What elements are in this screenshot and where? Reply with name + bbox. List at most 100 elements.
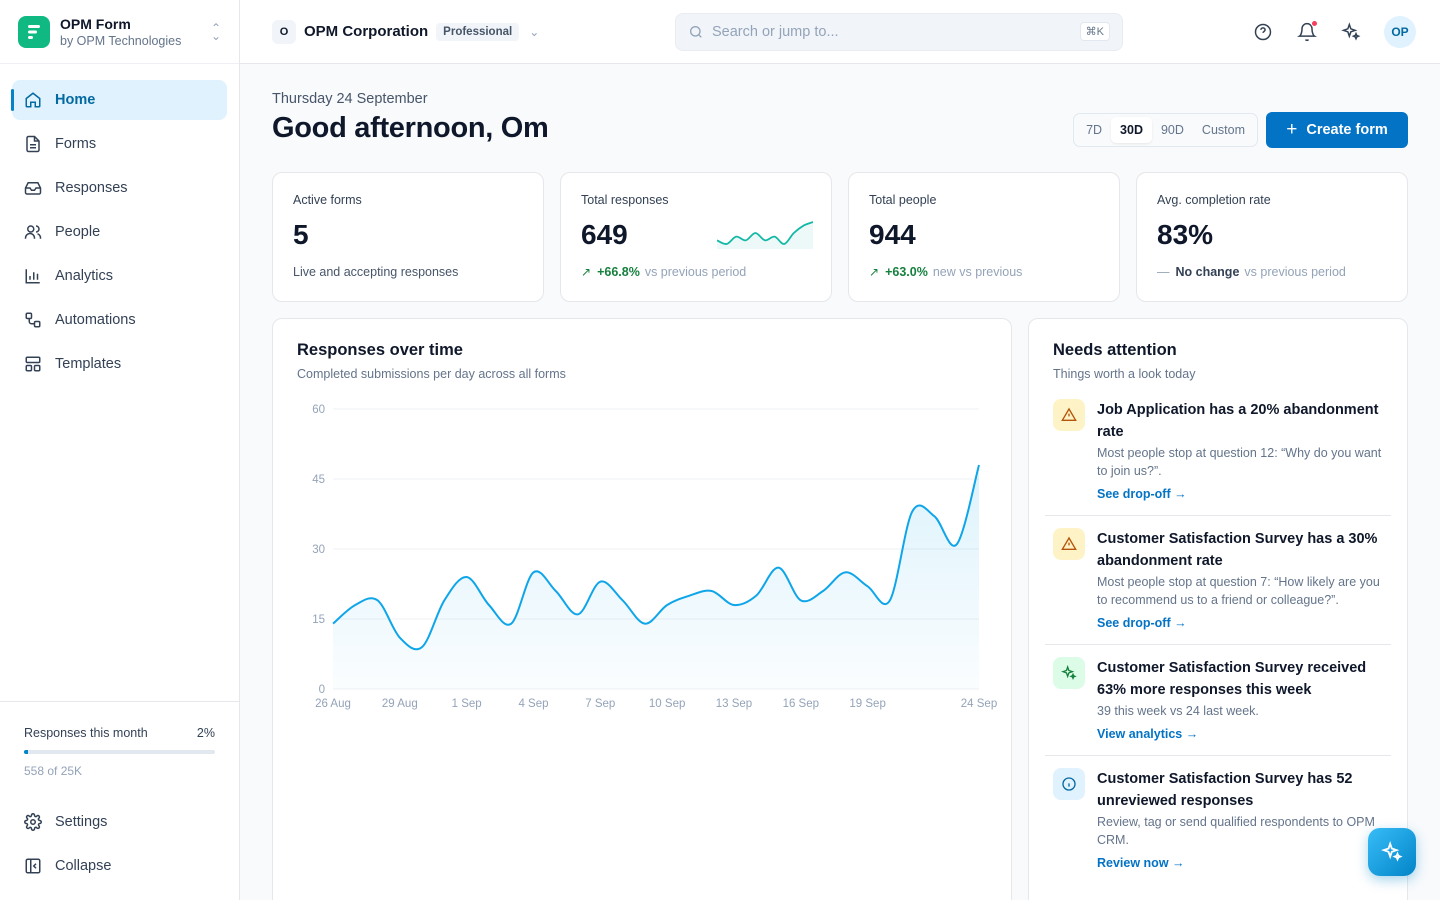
- attention-title: Customer Satisfaction Survey received 63…: [1097, 660, 1367, 698]
- view-analytics-link[interactable]: View analytics →: [1097, 727, 1199, 741]
- help-button[interactable]: [1252, 21, 1274, 43]
- warning-icon: [1053, 528, 1085, 560]
- sparkle-icon: [1341, 21, 1361, 41]
- needs-attention-card: Needs attention Things worth a look toda…: [1028, 318, 1408, 900]
- create-form-label: Create form: [1306, 122, 1388, 138]
- nav-label: Settings: [55, 814, 108, 830]
- nav-item-automations[interactable]: Automations: [12, 300, 227, 340]
- stat-subtext: vs previous period: [644, 265, 747, 279]
- nav-label: Responses: [55, 180, 128, 196]
- x-tick-label: 1 Sep: [452, 698, 482, 710]
- attention-list: Job Application has a 20% abandonment ra…: [1045, 399, 1391, 896]
- nav-label: Automations: [55, 312, 136, 328]
- sparkline-line: [717, 221, 813, 245]
- card-subtitle: Things worth a look today: [1053, 367, 1196, 381]
- stat-label: Active forms: [293, 193, 362, 207]
- nav-item-forms[interactable]: Forms: [12, 124, 227, 164]
- usage-meter: Responses this month 2% 558 of 25K: [12, 726, 227, 778]
- range-30d-button[interactable]: 30D: [1111, 117, 1152, 143]
- responses-line-chart[interactable]: 0 15 30 45 60 26 Aug 29 Aug 1 Sep 4 Sep 7 Sep 10 S…: [273, 319, 1013, 900]
- stat-label: Total people: [869, 193, 937, 207]
- attention-description: Review, tag or send qualified respondent…: [1097, 815, 1375, 847]
- stat-subtext: vs previous period: [1244, 265, 1346, 279]
- org-switcher[interactable]: O OPM Corporation Professional ⌄: [272, 19, 540, 44]
- nav-item-analytics[interactable]: Analytics: [12, 256, 227, 296]
- attention-title: Customer Satisfaction Survey has a 30% a…: [1097, 531, 1378, 569]
- stat-card-completion-rate[interactable]: Avg. completion rate 83% — No change vs …: [1136, 172, 1408, 302]
- nav-item-collapse[interactable]: Collapse: [12, 846, 227, 886]
- date-range-selector: 7D 30D 90D Custom: [1073, 113, 1258, 147]
- nav-item-responses[interactable]: Responses: [12, 168, 227, 208]
- warning-icon: [1053, 399, 1085, 431]
- x-tick-label: 7 Sep: [585, 698, 615, 710]
- search-bar[interactable]: ⌘K: [675, 12, 1123, 51]
- y-tick-label: 15: [312, 614, 325, 626]
- stat-card-total-responses[interactable]: Total responses 649 ↗ +66.8% vs previous…: [560, 172, 832, 302]
- stat-label: Avg. completion rate: [1157, 193, 1271, 207]
- nav-label: Home: [55, 92, 96, 108]
- info-icon: [1053, 768, 1085, 800]
- sidebar: OPM Form by OPM Technologies ⌃ ⌄ Home For…: [0, 0, 240, 900]
- x-tick-label: 10 Sep: [649, 698, 685, 710]
- user-avatar[interactable]: OP: [1384, 15, 1416, 48]
- stat-subtext: Live and accepting responses: [293, 265, 459, 279]
- attention-description: Most people stop at question 7: “How lik…: [1097, 575, 1380, 607]
- sidebar-collapse-icon: [25, 858, 41, 874]
- review-now-link[interactable]: Review now →: [1097, 856, 1185, 870]
- workspace-switcher[interactable]: OPM Form by OPM Technologies ⌃ ⌄: [0, 0, 239, 64]
- y-tick-label: 45: [312, 474, 325, 486]
- x-tick-label: 13 Sep: [716, 698, 752, 710]
- ai-assistant-button[interactable]: [1340, 21, 1362, 43]
- notifications-button[interactable]: [1296, 19, 1318, 43]
- sparkline-chart: [717, 221, 813, 249]
- see-drop-off-link[interactable]: See drop-off →: [1097, 487, 1187, 501]
- nav-item-templates[interactable]: Templates: [12, 344, 227, 384]
- sidebar-footer: Responses this month 2% 558 of 25K Setti…: [0, 701, 239, 900]
- usage-percent: 2%: [196, 726, 215, 740]
- org-name: OPM Corporation: [304, 23, 429, 40]
- stat-value: 83%: [1157, 219, 1214, 250]
- layout-icon: [25, 356, 41, 372]
- range-7d-button[interactable]: 7D: [1086, 123, 1103, 137]
- sparkline-area: [717, 222, 813, 249]
- nav-label: Templates: [55, 356, 122, 372]
- create-form-button[interactable]: + Create form: [1266, 112, 1408, 148]
- gear-icon: [24, 813, 42, 831]
- usage-progress-fill: [24, 750, 29, 754]
- main-content: Thursday 24 September Good afternoon, Om…: [240, 64, 1440, 900]
- nav-label: Forms: [55, 136, 97, 152]
- nav-item-settings[interactable]: Settings: [12, 802, 227, 842]
- notification-dot: [1311, 19, 1318, 27]
- topbar: O OPM Corporation Professional ⌄ ⌘K OP: [240, 0, 1440, 64]
- search-input[interactable]: [712, 23, 1080, 40]
- range-custom-button[interactable]: Custom: [1201, 123, 1245, 137]
- search-icon: [690, 25, 702, 38]
- page-title: Good afternoon, Om: [272, 112, 549, 144]
- stat-card-active-forms[interactable]: Active forms 5 Live and accepting respon…: [272, 172, 544, 302]
- see-drop-off-link[interactable]: See drop-off →: [1097, 616, 1187, 630]
- card-title: Responses over time: [297, 341, 463, 359]
- workflow-icon: [25, 312, 41, 328]
- stat-card-total-people[interactable]: Total people 944 ↗ +63.0% new vs previou…: [848, 172, 1120, 302]
- x-tick-label: 24 Sep: [961, 698, 997, 710]
- attention-description: Most people stop at question 12: “Why do…: [1097, 446, 1382, 478]
- chevrons-up-down-icon: ⌃ ⌄: [210, 20, 221, 43]
- attention-item: Job Application has a 20% abandonment ra…: [1045, 399, 1391, 516]
- attention-title: Job Application has a 20% abandonment ra…: [1097, 402, 1379, 440]
- attention-item: Customer Satisfaction Survey received 63…: [1045, 657, 1391, 756]
- attention-title: Customer Satisfaction Survey has 52 unre…: [1097, 771, 1353, 809]
- nav-item-home[interactable]: Home: [11, 80, 227, 120]
- nav-item-people[interactable]: People: [12, 212, 227, 252]
- search-shortcut: ⌘K: [1079, 22, 1110, 41]
- chevron-down-icon: ⌄: [529, 24, 540, 39]
- ai-assistant-fab[interactable]: [1368, 828, 1416, 876]
- y-tick-label: 30: [312, 544, 325, 556]
- series-line: [332, 464, 980, 651]
- card-subtitle: Completed submissions per day across all…: [297, 367, 566, 381]
- plus-icon: +: [1286, 119, 1298, 140]
- stat-value: 5: [293, 219, 309, 250]
- file-icon: [26, 135, 40, 153]
- org-avatar: O: [272, 19, 296, 44]
- range-90d-button[interactable]: 90D: [1160, 123, 1184, 137]
- inbox-icon: [24, 182, 42, 195]
